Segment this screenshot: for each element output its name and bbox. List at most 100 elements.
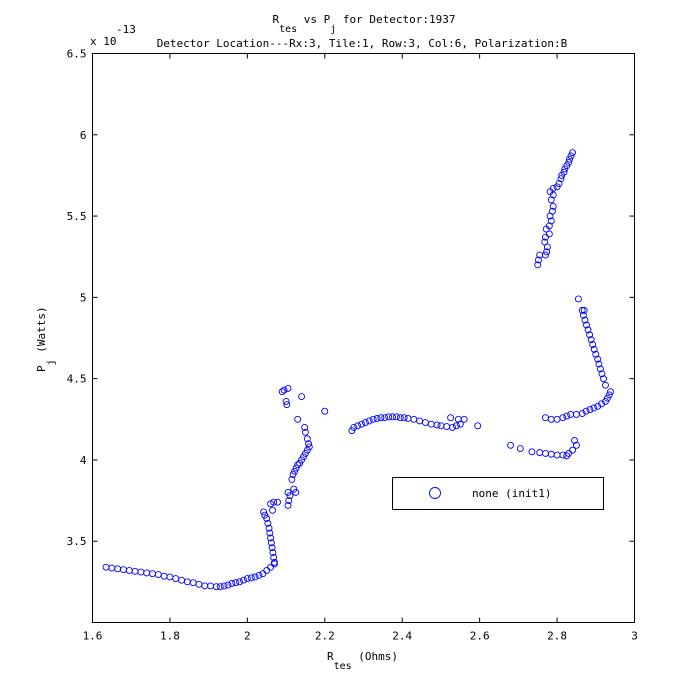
data-point (563, 412, 571, 420)
data-point (578, 306, 586, 314)
data-point (579, 311, 587, 319)
data-point (584, 326, 592, 334)
data-point (137, 568, 145, 576)
data-point (264, 519, 272, 527)
data-point (212, 583, 220, 591)
data-point (207, 582, 215, 590)
data-point (586, 406, 594, 413)
data-point (280, 386, 288, 394)
data-point (590, 345, 598, 353)
data-point (507, 441, 515, 449)
y-axis-label-group: Pj (Watts) (35, 306, 57, 372)
y-tick-label: 4.5 (67, 373, 87, 386)
chart-subtitle: Detector Location---Rx:3, Tile:1, Row:3,… (157, 37, 568, 50)
data-point (547, 415, 555, 423)
data-point (301, 423, 309, 431)
data-point (154, 571, 162, 578)
x-tick-label: 2 (244, 630, 251, 643)
data-point (416, 417, 424, 425)
data-point (443, 423, 451, 431)
data-point (536, 449, 544, 457)
x-tick-label: 2.4 (392, 630, 412, 643)
data-point (572, 441, 580, 449)
legend-box (392, 477, 604, 510)
axis-tick-labels: 1.6 1.8 2 2.2 2.4 2.6 2.8 3 3.5 4 4.5 5 5.5 6 6.5 (67, 48, 638, 643)
x-tick-label: 2.6 (470, 630, 490, 643)
data-point (607, 388, 614, 396)
data-point (268, 544, 276, 552)
x-axis-label-unit: (Ohms) (352, 650, 398, 663)
data-point (598, 400, 606, 408)
data-point (400, 414, 408, 422)
data-point (288, 475, 296, 483)
data-point (598, 370, 606, 378)
title-r-subscript: tes (279, 24, 297, 35)
data-point (271, 558, 278, 566)
data-point (284, 384, 292, 392)
data-point (216, 583, 224, 591)
y-axis-label-subscript: j (46, 359, 57, 365)
data-point (291, 467, 299, 475)
data-point (542, 414, 549, 422)
data-point (594, 355, 602, 363)
data-point (421, 419, 429, 426)
data-point (292, 488, 300, 496)
data-point (592, 350, 600, 358)
legend: none (init1) (392, 477, 604, 510)
data-point (547, 450, 555, 458)
data-point (589, 341, 597, 348)
data-point (543, 248, 551, 256)
data-point (259, 570, 267, 578)
data-point (270, 498, 278, 506)
y-tick-label: 6.5 (67, 48, 87, 61)
data-point (278, 388, 286, 396)
data-point (255, 571, 263, 579)
data-point (460, 415, 468, 423)
data-point (292, 464, 300, 472)
x-axis-label: Rtes (Ohms) (327, 650, 398, 672)
data-point (303, 435, 311, 443)
data-point (305, 443, 313, 451)
legend-label: none (init1) (472, 487, 551, 500)
data-point (553, 415, 561, 423)
data-point (542, 449, 549, 457)
data-point (369, 415, 377, 423)
data-point (195, 580, 203, 588)
data-point (284, 501, 292, 509)
data-point (549, 202, 557, 210)
data-point (220, 582, 228, 590)
data-point (396, 414, 404, 422)
data-point (166, 573, 174, 581)
data-point (267, 539, 275, 547)
data-point (377, 414, 385, 422)
x-axis-label-subscript: tes (334, 661, 352, 672)
title-r-symbol: R (272, 13, 279, 26)
data-point (285, 497, 293, 505)
data-point (392, 413, 400, 421)
data-point (301, 428, 309, 436)
data-point (131, 567, 139, 575)
data-point (321, 407, 329, 415)
data-point (294, 415, 302, 423)
y-tick-label: 3.5 (67, 535, 87, 548)
data-point (263, 567, 271, 574)
data-point (178, 576, 185, 584)
data-point (581, 316, 589, 324)
data-point (549, 184, 557, 192)
data-point (474, 422, 482, 430)
data-point (548, 207, 556, 215)
data-point (547, 217, 555, 225)
data-point (410, 415, 418, 423)
title-p-subscript: j (330, 24, 336, 35)
data-point (358, 420, 366, 428)
chart-title: Rtes vs Pj for Detector:1937 (272, 13, 455, 35)
data-point (541, 238, 549, 246)
x-tick-label: 2.2 (315, 630, 335, 643)
data-point (149, 570, 156, 578)
data-point (580, 306, 588, 314)
data-point (534, 261, 542, 269)
y-tick-label: 4 (80, 454, 87, 467)
data-point (566, 155, 573, 163)
data-point (586, 331, 594, 339)
